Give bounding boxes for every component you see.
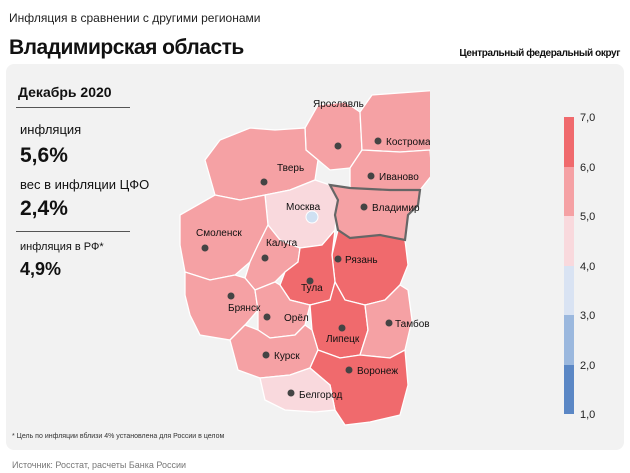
legend-tick: 2,0 bbox=[580, 359, 596, 372]
city-dot bbox=[306, 277, 314, 285]
legend-swatch bbox=[564, 364, 574, 414]
russia-inflation-label: инфляция в РФ* bbox=[20, 241, 104, 253]
region-label: Орёл bbox=[284, 313, 309, 324]
city-dot bbox=[334, 255, 342, 263]
city-dot bbox=[263, 313, 271, 321]
region-label: Кострома bbox=[386, 137, 430, 148]
weight-value: 2,4% bbox=[20, 197, 68, 220]
legend-swatch bbox=[564, 315, 574, 365]
city-dot bbox=[345, 366, 353, 374]
region-label: Владимир bbox=[372, 203, 420, 214]
region-label: Липецк bbox=[326, 334, 360, 345]
city-dot bbox=[385, 319, 393, 327]
region-label: Рязань bbox=[345, 255, 378, 266]
legend-swatch bbox=[564, 117, 574, 167]
city-dot bbox=[360, 203, 368, 211]
source-note: Источник: Росстат, расчеты Банка России bbox=[12, 460, 187, 470]
city-dot bbox=[287, 389, 295, 397]
city-dot bbox=[367, 172, 375, 180]
legend-tick: 6,0 bbox=[580, 161, 596, 174]
period-label: Декабрь 2020 bbox=[18, 84, 112, 100]
legend-swatch bbox=[564, 166, 574, 216]
legend-tick: 1,0 bbox=[580, 409, 596, 421]
city-dot bbox=[201, 244, 209, 252]
footnote: * Цель по инфляции вблизи 4% установлена… bbox=[12, 433, 225, 440]
region-16[interactable] bbox=[259, 367, 336, 413]
city-dot bbox=[338, 324, 346, 332]
weight-label: вес в инфляции ЦФО bbox=[20, 177, 150, 192]
page-title: Владимирская область bbox=[9, 36, 244, 59]
selected-region-outline bbox=[328, 183, 422, 242]
city-dot bbox=[260, 178, 268, 186]
city-dot bbox=[334, 142, 342, 150]
city-dot bbox=[305, 210, 319, 224]
legend-tick: 5,0 bbox=[580, 211, 596, 223]
legend-swatch bbox=[564, 265, 574, 315]
region-label: Калуга bbox=[266, 238, 298, 249]
legend-tick: 3,0 bbox=[580, 310, 596, 322]
legend-swatch bbox=[564, 216, 574, 266]
region-3[interactable] bbox=[349, 149, 430, 191]
region-label: Тула bbox=[301, 283, 323, 294]
russia-inflation-value: 4,9% bbox=[20, 259, 62, 279]
district-label: Центральный федеральный округ bbox=[459, 48, 620, 59]
city-dot bbox=[374, 137, 382, 145]
region-10[interactable] bbox=[184, 271, 259, 341]
legend-tick: 7,0 bbox=[580, 112, 596, 124]
region-label: Тамбов bbox=[395, 318, 430, 330]
divider bbox=[16, 231, 130, 232]
region-label: Воронеж bbox=[357, 366, 398, 377]
region-label: Курск bbox=[274, 351, 300, 362]
region-label: Тверь bbox=[277, 163, 304, 174]
region-label: Брянск bbox=[228, 303, 261, 314]
city-dot bbox=[227, 292, 235, 300]
city-dot bbox=[262, 351, 270, 359]
city-dot bbox=[261, 254, 269, 262]
region-label: Ярославль bbox=[313, 99, 364, 110]
divider bbox=[16, 107, 130, 108]
inflation-value: 5,6% bbox=[20, 144, 68, 167]
subtitle: Инфляция в сравнении с другими регионами bbox=[9, 11, 261, 25]
region-label: Смоленск bbox=[196, 228, 242, 239]
legend-tick: 4,0 bbox=[580, 260, 596, 273]
region-map: Ярославль Кострома Тверь Иваново Москва Влади… bbox=[179, 90, 430, 426]
region-label: Иваново bbox=[379, 172, 419, 183]
region-label: Белгород bbox=[299, 390, 343, 401]
inflation-label: инфляция bbox=[20, 122, 82, 137]
region-label: Москва bbox=[286, 202, 321, 213]
